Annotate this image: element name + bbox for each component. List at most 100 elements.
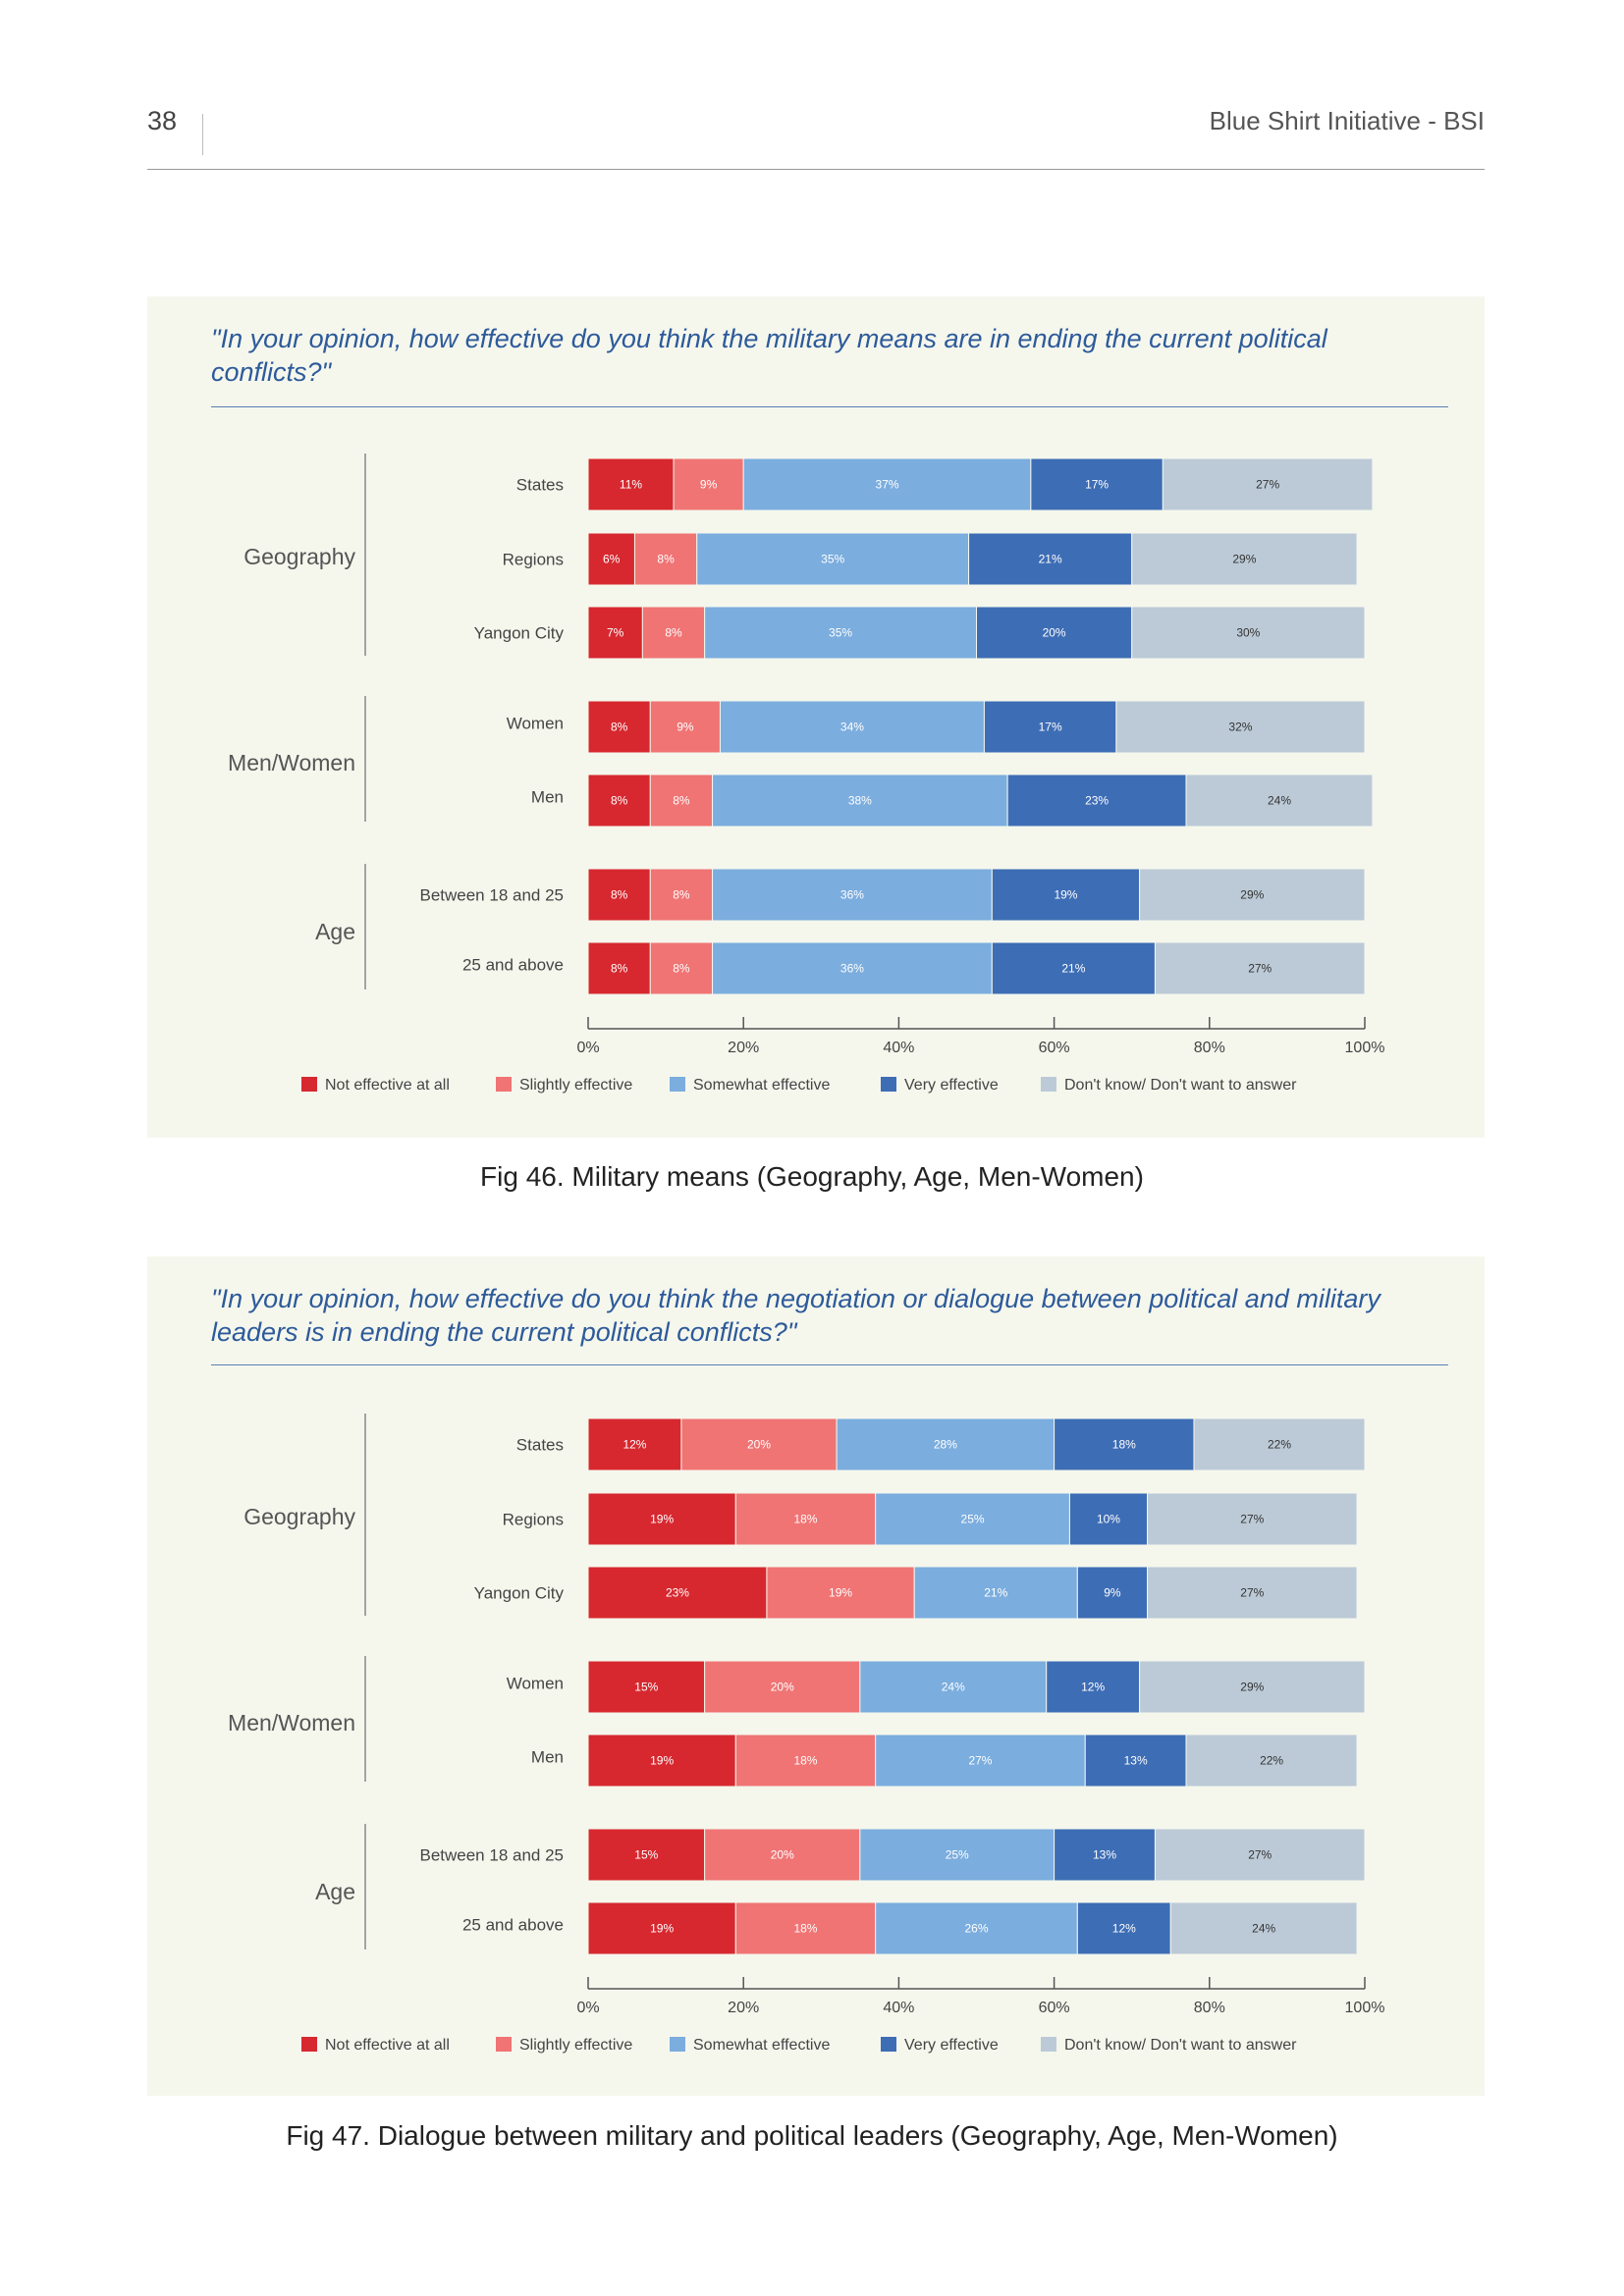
legend-swatch <box>670 1077 685 1092</box>
bar-segment <box>913 1566 1078 1620</box>
data-label: 20% <box>771 1681 794 1694</box>
data-label: 20% <box>1043 626 1066 640</box>
category-label: States <box>516 1436 564 1455</box>
bar-segment <box>1147 1566 1358 1620</box>
data-label: 8% <box>611 721 628 734</box>
bar-segment <box>1046 1660 1141 1714</box>
data-label: 17% <box>1039 721 1062 734</box>
data-label: 29% <box>1240 888 1264 902</box>
bar-segment <box>1076 1566 1149 1620</box>
data-label: 36% <box>840 962 864 976</box>
data-label: 8% <box>673 794 690 808</box>
legend-label: Slightly effective <box>519 1077 632 1094</box>
category-label: Between 18 and 25 <box>419 1846 564 1865</box>
bar-segment <box>641 606 706 660</box>
group-label: Men/Women <box>228 1710 355 1735</box>
bar-segment <box>1054 1417 1195 1471</box>
data-label: 19% <box>829 1586 852 1600</box>
data-label: 38% <box>848 794 872 808</box>
legend-label: Very effective <box>904 1077 999 1094</box>
data-label: 34% <box>840 721 864 734</box>
category-label: Women <box>507 715 564 733</box>
bar-segment <box>875 1492 1070 1546</box>
data-label: 27% <box>1240 1513 1264 1526</box>
x-tick-label: 100% <box>1345 1040 1385 1056</box>
chart-title: "In your opinion, how effective do you t… <box>211 1284 1380 1347</box>
data-label: 8% <box>611 794 628 808</box>
bar-segment <box>587 1417 682 1471</box>
group-label: Geography <box>244 544 355 569</box>
x-tick-label: 80% <box>1194 2000 1225 2016</box>
bar-segment <box>991 868 1141 922</box>
bar-segment <box>587 868 651 922</box>
data-label: 24% <box>942 1681 965 1694</box>
data-label: 27% <box>1248 962 1272 976</box>
page-number: 38 <box>147 106 178 135</box>
data-label: 19% <box>650 1922 674 1936</box>
legend-swatch <box>1041 2037 1056 2052</box>
legend-swatch <box>496 1077 512 1092</box>
bar-segment <box>1068 1492 1149 1546</box>
bar-segment <box>673 457 744 511</box>
header-rule <box>147 169 1485 170</box>
bar-segment <box>1154 1828 1366 1882</box>
data-label: 18% <box>793 1513 817 1526</box>
data-label: 22% <box>1260 1754 1283 1768</box>
x-tick-label: 20% <box>728 2000 759 2016</box>
category-label: 25 and above <box>462 1916 564 1935</box>
bar-segment <box>1131 532 1358 586</box>
bar-segment <box>991 941 1156 995</box>
category-label: Yangon City <box>474 1584 565 1603</box>
bar-segment <box>680 1417 838 1471</box>
data-label: 18% <box>793 1754 817 1768</box>
data-label: 24% <box>1268 794 1291 808</box>
legend-label: Somewhat effective <box>693 1077 830 1094</box>
bar-segment <box>859 1660 1048 1714</box>
data-label: 21% <box>1061 962 1085 976</box>
data-label: 17% <box>1085 478 1109 492</box>
bar-segment <box>1084 1734 1187 1788</box>
x-tick-label: 40% <box>883 2000 914 2016</box>
x-tick-label: 80% <box>1194 1040 1225 1056</box>
data-label: 9% <box>677 721 694 734</box>
x-tick-label: 0% <box>576 2000 599 2016</box>
data-label: 22% <box>1268 1438 1291 1452</box>
bar-segment <box>875 1734 1086 1788</box>
bar-segment <box>719 700 985 754</box>
bar-segment <box>1154 941 1366 995</box>
bar-segment <box>649 868 714 922</box>
group-label: Age <box>315 1879 355 1904</box>
bar-segment <box>1139 868 1366 922</box>
data-label: 8% <box>657 553 675 566</box>
bar-segment <box>1030 457 1164 511</box>
x-tick-label: 0% <box>576 1040 599 1056</box>
category-label: Regions <box>503 1511 564 1529</box>
data-label: 35% <box>829 626 852 640</box>
category-label: 25 and above <box>462 956 564 975</box>
legend-swatch <box>670 2037 685 2052</box>
bar-segment <box>712 941 993 995</box>
bar-segment <box>734 1901 877 1955</box>
bar-segment <box>983 700 1117 754</box>
data-label: 13% <box>1093 1848 1116 1862</box>
bar-segment <box>712 774 1008 828</box>
data-label: 12% <box>623 1438 646 1452</box>
data-label: 19% <box>1054 888 1077 902</box>
category-label: Regions <box>503 551 564 569</box>
bar-segment <box>875 1901 1078 1955</box>
data-label: 19% <box>650 1754 674 1768</box>
data-label: 36% <box>840 888 864 902</box>
data-label: 9% <box>1104 1586 1121 1600</box>
data-label: 25% <box>961 1513 985 1526</box>
data-label: 11% <box>620 478 642 492</box>
bar-segment <box>734 1734 877 1788</box>
data-label: 27% <box>968 1754 992 1768</box>
bar-segment <box>587 1492 736 1546</box>
bar-segment <box>704 606 978 660</box>
legend-swatch <box>496 2037 512 2052</box>
legend-swatch <box>1041 1077 1056 1092</box>
data-label: 25% <box>946 1848 969 1862</box>
data-label: 37% <box>876 478 899 492</box>
bar-segment <box>1115 700 1366 754</box>
category-label: Women <box>507 1675 564 1693</box>
